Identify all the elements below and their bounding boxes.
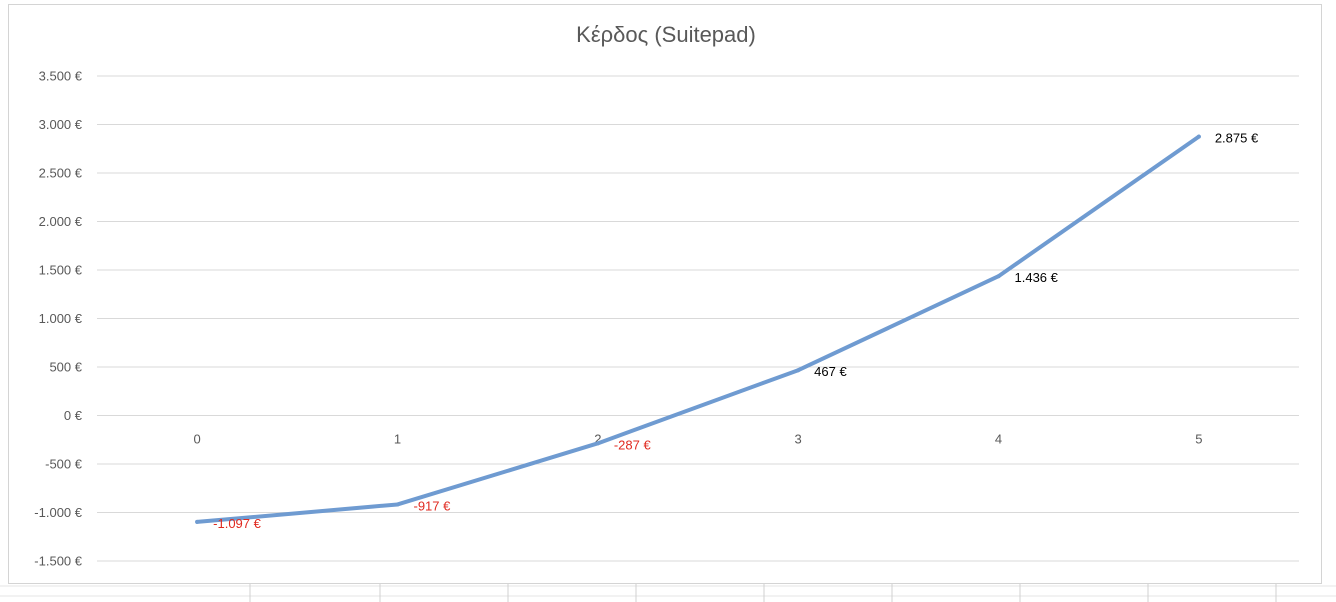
- x-tick-label: 4: [995, 432, 1002, 447]
- y-tick-label: 3.500 €: [39, 69, 83, 84]
- data-label: -287 €: [614, 437, 652, 452]
- y-tick-label: 1.000 €: [39, 311, 83, 326]
- data-point[interactable]: [395, 502, 400, 507]
- series-group: [195, 134, 1201, 524]
- x-tick-label: 3: [795, 432, 802, 447]
- data-point[interactable]: [996, 274, 1001, 279]
- y-tick-label: -500 €: [45, 457, 83, 472]
- data-label: 467 €: [814, 364, 847, 379]
- y-tick-label: 0 €: [64, 408, 83, 423]
- y-tick-label: 1.500 €: [39, 263, 83, 278]
- data-point[interactable]: [1196, 134, 1201, 139]
- chart-area[interactable]: [8, 4, 1322, 584]
- data-label: 1.436 €: [1015, 270, 1059, 285]
- x-tick-label: 1: [394, 432, 401, 447]
- y-axis-tick-labels: 3.500 € 3.000 € 2.500 € 2.000 € 1.500 € 1.000…: [34, 69, 82, 569]
- y-tick-label: 500 €: [49, 360, 82, 375]
- data-label: -1.097 €: [213, 516, 261, 531]
- x-tick-label: 5: [1195, 432, 1202, 447]
- gridlines: [97, 75, 1299, 562]
- x-tick-label: 2: [594, 432, 601, 447]
- y-tick-label: 3.000 €: [39, 117, 83, 132]
- data-point[interactable]: [595, 441, 600, 446]
- data-point[interactable]: [796, 368, 801, 373]
- y-tick-label: -1.000 €: [34, 505, 82, 520]
- y-tick-label: -1.500 €: [34, 554, 82, 569]
- series-line[interactable]: [195, 134, 1201, 524]
- y-tick-label: 2.500 €: [39, 166, 83, 181]
- data-point[interactable]: [195, 519, 200, 524]
- chart-title: Κέρδος (Suitepad): [576, 22, 756, 47]
- data-label: 2.875 €: [1215, 131, 1259, 146]
- data-labels: -1.097 € -917 € -287 € 467 € 1.436 € 2.875 €: [213, 131, 1259, 531]
- y-tick-label: 2.000 €: [39, 214, 83, 229]
- x-axis-tick-labels: 0 1 2 3 4 5: [194, 432, 1203, 447]
- data-label: -917 €: [414, 498, 452, 513]
- x-tick-label: 0: [194, 432, 201, 447]
